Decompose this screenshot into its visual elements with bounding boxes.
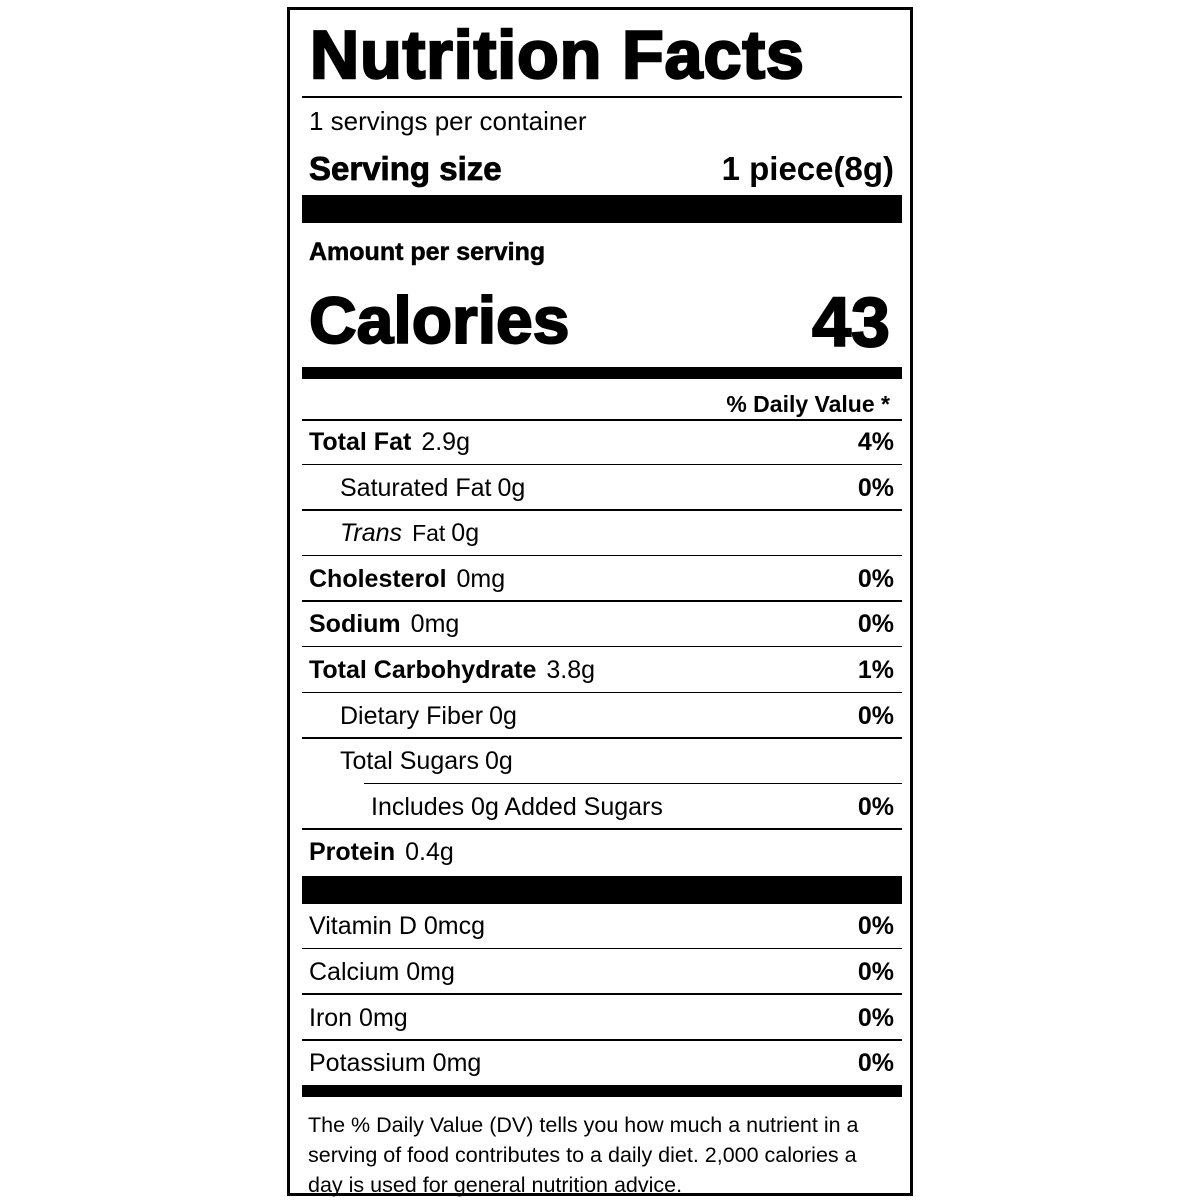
nutrient-name: Total Fat 2.9g (309, 428, 470, 457)
nutrient-name: Cholesterol 0mg (309, 565, 505, 594)
nutrient-amount: 0g (497, 473, 526, 502)
daily-value-percent: 1% (857, 656, 894, 684)
daily-value-percent: 0% (857, 912, 894, 940)
nutrient-amount: 0g (489, 701, 517, 730)
daily-value-percent: 0% (857, 792, 894, 821)
nutrient-amount: 0.4g (405, 838, 454, 867)
divider (302, 96, 902, 98)
nutrient-name: Protein 0.4g (309, 838, 454, 867)
divider (364, 782, 902, 785)
divider (302, 554, 902, 557)
nutrient-amount: 0g (451, 519, 480, 548)
amount-per-serving: Amount per serving (309, 238, 546, 267)
daily-value-percent: 0% (857, 701, 894, 730)
nutrient-amount: 2.9g (421, 428, 470, 456)
divider (302, 828, 902, 830)
daily-value-percent: 0% (857, 564, 894, 593)
nutrient-row: Cholesterol 0mg 0% (302, 557, 902, 602)
vitamin-row: Potassium 0mg 0% (302, 1041, 902, 1086)
vitamin-amount: 0mg (359, 1003, 408, 1032)
nutrient-name: Total Sugars 0g (340, 747, 513, 776)
nutrient-name: Dietary Fiber 0g (340, 702, 517, 731)
divider (302, 691, 902, 693)
vitamin-amount: 0mcg (423, 912, 486, 940)
asterisk: * (881, 391, 890, 417)
vitamin-label: Iron (309, 1003, 353, 1032)
divider (302, 645, 902, 648)
divider (302, 419, 902, 421)
calories-label: Calories (308, 282, 570, 358)
nutrient-amount: 3.8g (546, 656, 596, 684)
nutrient-row: Total Carbohydrate 3.8g 1% (302, 648, 902, 693)
vitamin-amount: 0mg (432, 1049, 482, 1078)
divider (302, 993, 902, 995)
divider (302, 509, 902, 511)
nutrient-row: Total Sugars 0g (302, 739, 902, 785)
daily-value-percent: 4% (857, 428, 894, 456)
daily-value-percent: 0% (857, 1049, 894, 1078)
vitamin-amount: 0mg (406, 957, 455, 986)
vitamin-row: Vitamin D 0mcg 0% (302, 904, 902, 949)
nutrient-label: Sodium (309, 610, 401, 639)
nutrient-label: Trans (340, 519, 403, 548)
vitamin-name: Iron 0mg (309, 1004, 408, 1033)
vitamin-row: Calcium 0mg 0% (302, 950, 902, 995)
nutrient-amount: 0mg (456, 564, 506, 593)
servings-per-container: 1 servings per container (309, 106, 587, 136)
divider (302, 1039, 902, 1041)
nutrient-name: Trans Fat 0g (340, 519, 479, 548)
daily-value-percent: 0% (857, 610, 894, 639)
nutrient-label-suffix: Fat (412, 520, 446, 547)
nutrient-label: Cholesterol (309, 564, 447, 593)
daily-value-percent: 0% (857, 473, 894, 502)
nutrient-label: Includes 0g Added Sugars (371, 792, 663, 821)
nutrient-label: Total Sugars (340, 747, 479, 776)
nutrient-row: Dietary Fiber 0g 0% (302, 694, 902, 739)
nutrient-label: Saturated Fat (340, 473, 492, 502)
nutrient-label: Total Carbohydrate (309, 656, 537, 684)
vitamin-row: Iron 0mg 0% (302, 996, 902, 1041)
serving-size-value: 1 piece(8g) (721, 150, 894, 187)
vitamin-name: Potassium 0mg (309, 1049, 481, 1078)
vitamin-label: Potassium (309, 1049, 426, 1078)
nutrient-row: Sodium 0mg 0% (302, 602, 902, 648)
nutrient-name: Saturated Fat 0g (340, 474, 525, 503)
nutrition-facts-label: Nutrition Facts 1 servings per container… (287, 7, 913, 1197)
vitamin-name: Vitamin D 0mcg (309, 912, 485, 941)
medium-divider (302, 1085, 902, 1097)
vitamin-label: Calcium (309, 957, 400, 986)
nutrient-label: Total Fat (309, 428, 412, 456)
nutrient-row: Saturated Fat 0g 0% (302, 466, 902, 511)
divider (302, 737, 902, 739)
nutrient-row: Includes 0g Added Sugars 0% (302, 785, 902, 830)
daily-value-percent: 0% (857, 957, 894, 986)
nutrient-amount: 0g (484, 747, 513, 776)
nutrient-name: Includes 0g Added Sugars (371, 793, 663, 822)
daily-value-header: % Daily Value * (726, 391, 890, 418)
nutrient-label: Protein (309, 838, 396, 867)
calories-value: 43 (811, 282, 891, 362)
label-title: Nutrition Facts (309, 16, 805, 95)
nutrient-row: Trans Fat 0g (302, 511, 902, 557)
nutrient-name: Sodium 0mg (309, 610, 459, 639)
nutrient-row: Protein 0.4g (302, 830, 902, 875)
medium-divider (302, 367, 902, 379)
divider (302, 947, 902, 949)
vitamin-label: Vitamin D (309, 912, 417, 940)
thick-divider (302, 876, 902, 904)
thick-divider (302, 195, 902, 223)
nutrient-amount: 0mg (410, 610, 460, 639)
daily-value-percent: 0% (857, 1003, 894, 1032)
footnote: The % Daily Value (DV) tells you how muc… (308, 1113, 859, 1197)
nutrient-name: Total Carbohydrate 3.8g (309, 656, 595, 685)
daily-value-text: % Daily Value (726, 391, 875, 417)
nutrient-row: Total Fat 2.9g 4% (302, 420, 902, 465)
divider (302, 600, 902, 602)
serving-size-label: Serving size (309, 150, 502, 188)
vitamin-name: Calcium 0mg (309, 958, 455, 987)
divider (302, 463, 902, 465)
nutrient-label: Dietary Fiber (340, 701, 484, 730)
